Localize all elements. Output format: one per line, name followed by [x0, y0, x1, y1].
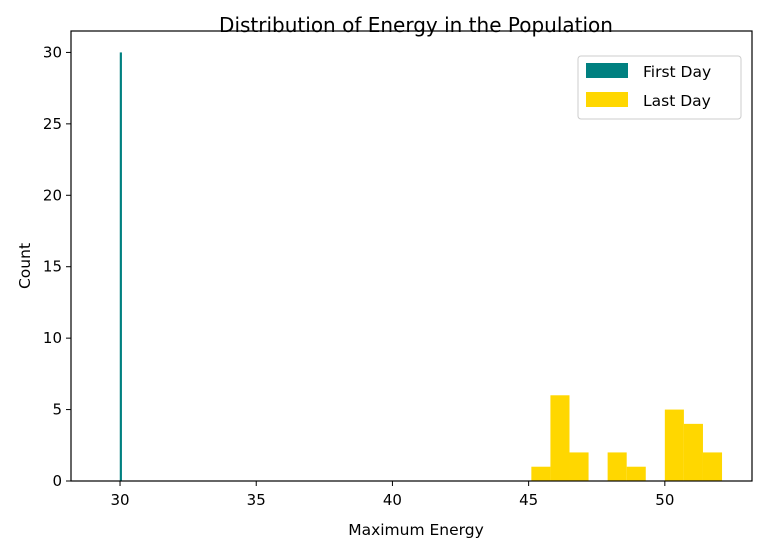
bar-last-day-8	[683, 423, 703, 481]
x-tick-label: 40	[383, 491, 402, 509]
x-tick-label: 45	[519, 491, 538, 509]
y-tick-label: 20	[43, 186, 62, 204]
x-tick-label: 35	[247, 491, 266, 509]
y-tick-label: 25	[43, 115, 62, 133]
x-axis-label: Maximum Energy	[348, 521, 484, 539]
y-tick-label: 10	[43, 329, 62, 347]
bar-last-day-9	[702, 452, 723, 481]
bar-last-day-1	[550, 395, 570, 481]
bar-last-day-7	[664, 409, 684, 481]
legend-swatch-last-day	[586, 92, 628, 107]
bar-first-day-0	[119, 52, 122, 482]
y-tick-label: 5	[52, 401, 62, 419]
x-tick-label: 50	[655, 491, 674, 509]
legend-label-first-day: First Day	[643, 63, 711, 81]
plot-frame	[70, 30, 753, 482]
bar-last-day-5	[626, 466, 646, 481]
legend-label-last-day: Last Day	[643, 92, 711, 110]
y-tick-label: 15	[43, 258, 62, 276]
x-tick-label: 30	[110, 491, 129, 509]
chart-title: Distribution of Energy in the Population	[219, 13, 613, 37]
legend-swatch-first-day	[586, 63, 628, 78]
histogram-bars	[119, 52, 723, 482]
bar-last-day-0	[531, 466, 551, 481]
legend: First Day Last Day	[577, 55, 742, 120]
bar-last-day-2	[569, 452, 589, 481]
x-axis-ticks: 30 35 40 45 50	[110, 481, 674, 509]
y-tick-label: 30	[43, 43, 62, 61]
bar-last-day-4	[607, 452, 627, 481]
y-axis-ticks: 0 5 10 15 20 25 30	[43, 43, 71, 490]
y-tick-label: 0	[52, 472, 62, 490]
y-axis-label: Count	[16, 243, 34, 289]
